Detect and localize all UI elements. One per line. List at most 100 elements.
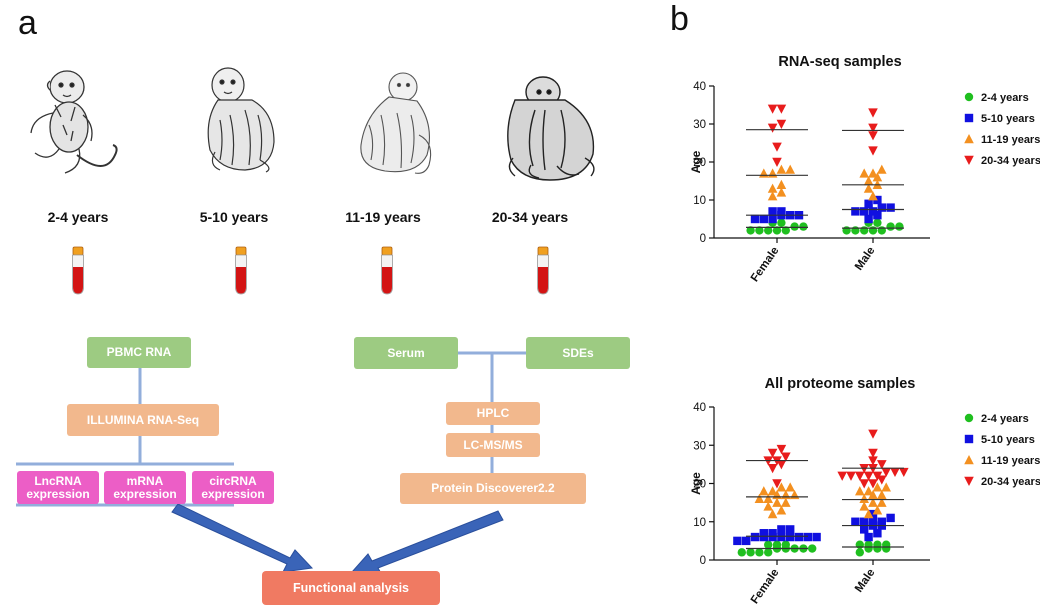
data-point-20-34-years: [781, 452, 791, 462]
data-point-20-34-years: [868, 108, 878, 118]
data-point-5-10-years: [812, 532, 821, 542]
data-point-2-4-years: [737, 548, 746, 557]
data-point-11-19-years: [754, 493, 765, 503]
data-point-5-10-years: [886, 513, 895, 523]
data-point-2-4-years: [764, 540, 773, 549]
x-tick-label-male: Male: [853, 245, 878, 273]
blood-tube-icon: [381, 246, 393, 295]
chart-title: RNA-seq samples: [778, 54, 901, 70]
lncrna-expression-box: LncRNA expression: [17, 471, 99, 504]
blood-tube-icon: [235, 246, 247, 295]
data-point-11-19-years: [863, 486, 874, 496]
data-point-20-34-years: [855, 471, 865, 481]
y-tick-label: 40: [693, 402, 706, 414]
data-point-11-19-years: [877, 489, 887, 500]
data-point-2-4-years: [860, 226, 869, 235]
data-point-5-10-years: [733, 536, 742, 546]
blood-tube-icon: [72, 246, 84, 295]
data-point-20-34-years: [872, 471, 883, 481]
circrna-expression-box: circRNA expression: [192, 471, 274, 504]
right-arrow-icon: [350, 510, 504, 576]
data-point-5-10-years: [851, 517, 860, 526]
data-point-2-4-years: [799, 222, 808, 231]
data-point-5-10-years: [803, 532, 812, 542]
data-point-20-34-years: [899, 467, 909, 478]
legend-marker: [964, 434, 974, 444]
data-point-5-10-years: [860, 207, 869, 216]
functional-analysis-box: Functional analysis: [262, 571, 440, 605]
data-point-11-19-years: [863, 509, 874, 519]
data-point-11-19-years: [776, 482, 787, 492]
legend-marker: [964, 134, 974, 144]
data-point-5-10-years: [750, 214, 760, 224]
data-point-5-10-years: [864, 532, 873, 542]
data-point-11-19-years: [759, 168, 769, 178]
data-point-20-34-years: [767, 448, 778, 458]
data-point-2-4-years: [764, 548, 773, 557]
data-point-20-34-years: [772, 157, 782, 167]
data-point-20-34-years: [846, 471, 856, 481]
legend-marker: [964, 413, 974, 423]
y-tick-label: 20: [693, 479, 706, 491]
pbmc-rna-box: PBMC RNA: [87, 337, 191, 368]
age-label-11-19: 11-19 years: [345, 209, 421, 225]
age-label-20-34: 20-34 years: [491, 209, 569, 225]
data-point-2-4-years: [842, 226, 851, 235]
legend-marker: [964, 155, 974, 165]
data-point-11-19-years: [772, 497, 782, 507]
data-point-2-4-years: [772, 540, 782, 549]
data-point-11-19-years: [859, 168, 869, 178]
data-point-2-4-years: [790, 222, 799, 231]
data-point-11-19-years: [859, 501, 869, 511]
data-point-11-19-years: [781, 497, 791, 507]
data-point-11-19-years: [868, 168, 878, 178]
data-point-20-34-years: [877, 475, 887, 485]
data-point-5-10-years: [759, 214, 768, 224]
data-point-2-4-years: [855, 548, 864, 557]
y-axis-label: Age: [689, 472, 703, 495]
data-point-20-34-years: [868, 131, 878, 141]
data-point-20-34-years: [868, 479, 878, 489]
data-point-2-4-years: [808, 544, 817, 553]
data-point-2-4-years: [851, 226, 860, 235]
data-point-11-19-years: [767, 183, 778, 193]
y-tick-label: 30: [693, 119, 706, 131]
data-point-20-34-years: [868, 123, 878, 133]
data-point-11-19-years: [767, 509, 778, 519]
x-tick-label-male: Male: [853, 567, 878, 595]
data-point-2-4-years: [882, 540, 891, 549]
data-point-2-4-years: [781, 540, 790, 549]
data-point-20-34-years: [776, 119, 787, 129]
x-tick-label-female: Female: [749, 245, 782, 284]
y-tick-label: 0: [700, 233, 706, 245]
hplc-box: HPLC: [446, 402, 540, 425]
blood-tubes: [72, 246, 549, 295]
data-point-2-4-years: [777, 218, 786, 227]
data-point-5-10-years: [768, 214, 777, 224]
legend-marker: [964, 113, 974, 123]
data-point-11-19-years: [877, 164, 887, 174]
data-point-5-10-years: [886, 203, 895, 212]
data-point-11-19-years: [868, 497, 878, 507]
data-point-20-34-years: [772, 142, 782, 152]
left-arrow-icon: [171, 503, 314, 573]
data-point-20-34-years: [772, 479, 782, 489]
protein-discoverer-box: Protein Discoverer2.2: [400, 473, 586, 504]
data-point-5-10-years: [877, 203, 886, 212]
data-point-5-10-years: [768, 529, 777, 538]
data-point-11-19-years: [776, 505, 787, 515]
data-point-11-19-years: [785, 482, 795, 492]
monkey-illustrations: [30, 67, 595, 181]
data-point-20-34-years: [859, 479, 869, 489]
data-point-11-19-years: [863, 176, 874, 186]
data-point-20-34-years: [776, 444, 787, 455]
chart-title: All proteome samples: [765, 376, 916, 392]
data-point-5-10-years: [864, 199, 873, 208]
x-tick-label-female: Female: [749, 567, 782, 606]
data-point-11-19-years: [759, 486, 769, 496]
monkey-adolescent-icon: [360, 72, 432, 174]
y-tick-label: 30: [693, 440, 706, 452]
panel-b-label: b: [670, 0, 689, 38]
data-point-11-19-years: [872, 482, 883, 492]
monkey-infant-icon: [30, 70, 118, 174]
